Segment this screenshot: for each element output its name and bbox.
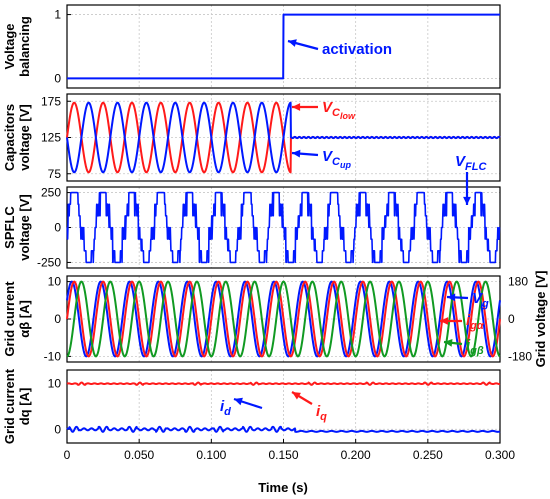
y-axis-title-line2: αβ [A] [17,300,32,338]
x-tick-label: 0.050 [124,448,154,462]
series-line-V_FLC [66,191,501,264]
y-tick-label: 1 [54,8,61,22]
series-label: iq [316,403,327,423]
series-label: Vg [472,290,489,310]
x-tick-label: 0.150 [268,448,298,462]
annotations-layer: 0 0.050 0.100 0.150 0.200 0.250 0.300 activatio… [64,39,515,462]
x-tick-label: 0.200 [341,448,371,462]
series-line-i_g_beta [66,280,501,358]
x-tick-label: 0 [64,448,71,462]
y-tick-label: -250 [37,255,61,269]
x-tick-label: 0.250 [413,448,443,462]
y-tick-label: 0 [54,312,61,326]
y-axis-title-line1: Grid current [2,368,17,444]
y-tick-label: 75 [48,167,62,181]
y-axis-title-line1: Voltage [2,24,17,70]
annotation-arrowhead [292,103,301,111]
series-line-V_C_up [66,101,501,174]
annotation-arrowhead [440,317,449,325]
y-tick-label: 250 [41,186,61,200]
y2-axis-title: Grid voltage [V] [533,271,548,368]
x-axis-title: Time (s) [258,480,308,495]
panel-dq_current: 10 0 Grid current dq [A] [2,368,501,444]
annotation-arrowhead [234,397,243,406]
series-label: VClow [322,99,356,121]
series-line-i_g_alpha [66,280,501,358]
y-axis-title-line2: voltage [V] [17,194,32,260]
series-line-V_g [66,280,501,358]
annotation-arrowhead [447,293,456,302]
x-tick-label: 0.300 [485,448,515,462]
y-tick-label: 0 [54,71,61,85]
series-line-i_d [66,425,501,433]
series-group-capacitors_voltage [66,101,501,174]
y-axis-title-line1: Grid current [2,281,17,357]
series-group-dq_current [66,381,501,433]
annotation-arrowhead [463,196,471,205]
y-tick-label: 10 [48,275,62,289]
series-line-voltage_balancing [66,13,501,80]
y-axis-title-line2: balancing [17,16,32,77]
y-axis-title-line2: dq [A] [17,388,32,426]
series-line-i_q [66,381,501,386]
y-tick-label: 10 [48,377,62,391]
annotation-arrowhead [292,392,301,400]
annotation-arrowhead [292,149,301,158]
y2-tick-label: 0 [508,312,515,326]
y-axis-title-line1: Capacitors [2,104,17,171]
series-label: igα [466,312,485,332]
y-tick-label: 0 [54,422,61,436]
activation-label: activation [322,41,392,58]
y-tick-label: -10 [44,349,62,363]
x-tick-label: 0.100 [196,448,226,462]
series-label: VCup [322,148,351,170]
curves-layer [66,13,501,433]
plot-frame [66,4,501,89]
y-axis-title-line2: voltage [V] [17,104,32,170]
series-group-voltage_balancing [66,13,501,80]
series-group-grid_current [66,280,501,358]
series-group-spflc_voltage [66,191,501,264]
series-label: igβ [466,337,484,357]
y-tick-label: 125 [41,131,61,145]
y-tick-label: 0 [54,221,61,235]
panel-voltage_balancing: 0 1 Voltage balancing [2,4,501,89]
y-tick-label: 175 [41,94,61,108]
y2-tick-label: 180 [508,275,528,289]
y2-tick-label: -180 [508,349,532,363]
annotation-arrowhead [288,39,297,47]
y-axis-title-line1: SPFLC [2,206,17,249]
series-label: id [220,398,231,418]
series-label: VFLC [455,153,487,173]
annotation-arrowhead [444,339,453,347]
